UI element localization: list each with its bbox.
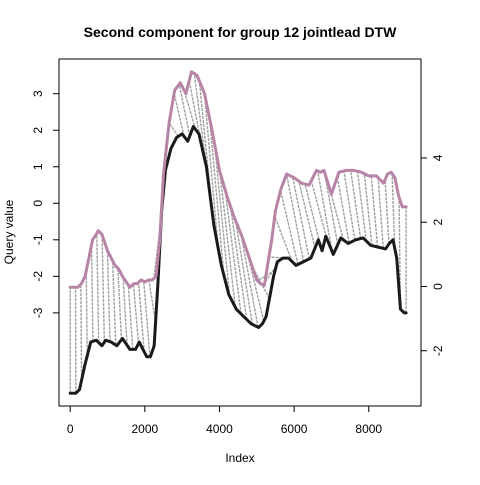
y-tick-label-left: -2 (31, 271, 45, 282)
alignment-line (275, 216, 293, 261)
y-tick-label-right: -2 (431, 345, 445, 356)
y-axis-label: Query value (2, 199, 16, 264)
y-axis-right: -2 0 2 4 (421, 154, 445, 356)
chart-title: Second component for group 12 jointlead … (84, 24, 397, 40)
alignment-line (128, 285, 133, 349)
alignment-line (169, 123, 178, 136)
y-tick-label-left: 1 (31, 163, 45, 170)
x-axis: 0 2000 4000 6000 8000 (67, 406, 383, 436)
alignment-line (236, 221, 253, 324)
alignment-lines (70, 74, 406, 394)
y-tick-label-left: 2 (31, 127, 45, 134)
alignment-line (344, 171, 355, 240)
y-tick-label-left: 3 (31, 90, 45, 97)
alignment-line (378, 178, 383, 249)
x-tick-label: 2000 (131, 422, 158, 436)
y-tick-label-right: 0 (431, 283, 445, 290)
alignment-line (92, 245, 93, 341)
x-tick-label: 0 (67, 422, 74, 436)
x-tick-label: 4000 (206, 422, 233, 436)
x-tick-label: 6000 (281, 422, 308, 436)
alignment-line (86, 271, 87, 355)
y-tick-label-left: 0 (31, 200, 45, 207)
y-axis-left: -3 -2 -1 0 1 2 3 (31, 90, 59, 318)
alignment-line (392, 174, 395, 248)
x-tick-label: 8000 (355, 422, 382, 436)
alignment-line (144, 281, 150, 356)
y-tick-label-right: 4 (431, 154, 445, 161)
alignment-line (97, 233, 99, 342)
y-tick-label-right: 2 (431, 219, 445, 226)
reference-series-line (70, 72, 406, 288)
alignment-line (107, 250, 110, 341)
alignment-line (102, 235, 104, 342)
alignment-line (113, 261, 116, 345)
x-axis-label: Index (225, 451, 254, 465)
alignment-line (118, 268, 122, 340)
alignment-line (337, 177, 349, 243)
alignment-line (371, 176, 377, 247)
alignment-line (123, 277, 127, 345)
alignment-line (311, 181, 326, 238)
alignment-line (385, 180, 389, 244)
y-tick-label-left: -1 (31, 234, 45, 245)
y-tick-label-left: -3 (31, 307, 45, 318)
alignment-line (184, 90, 195, 129)
alignment-line (133, 284, 138, 344)
alignment-line (81, 284, 82, 380)
